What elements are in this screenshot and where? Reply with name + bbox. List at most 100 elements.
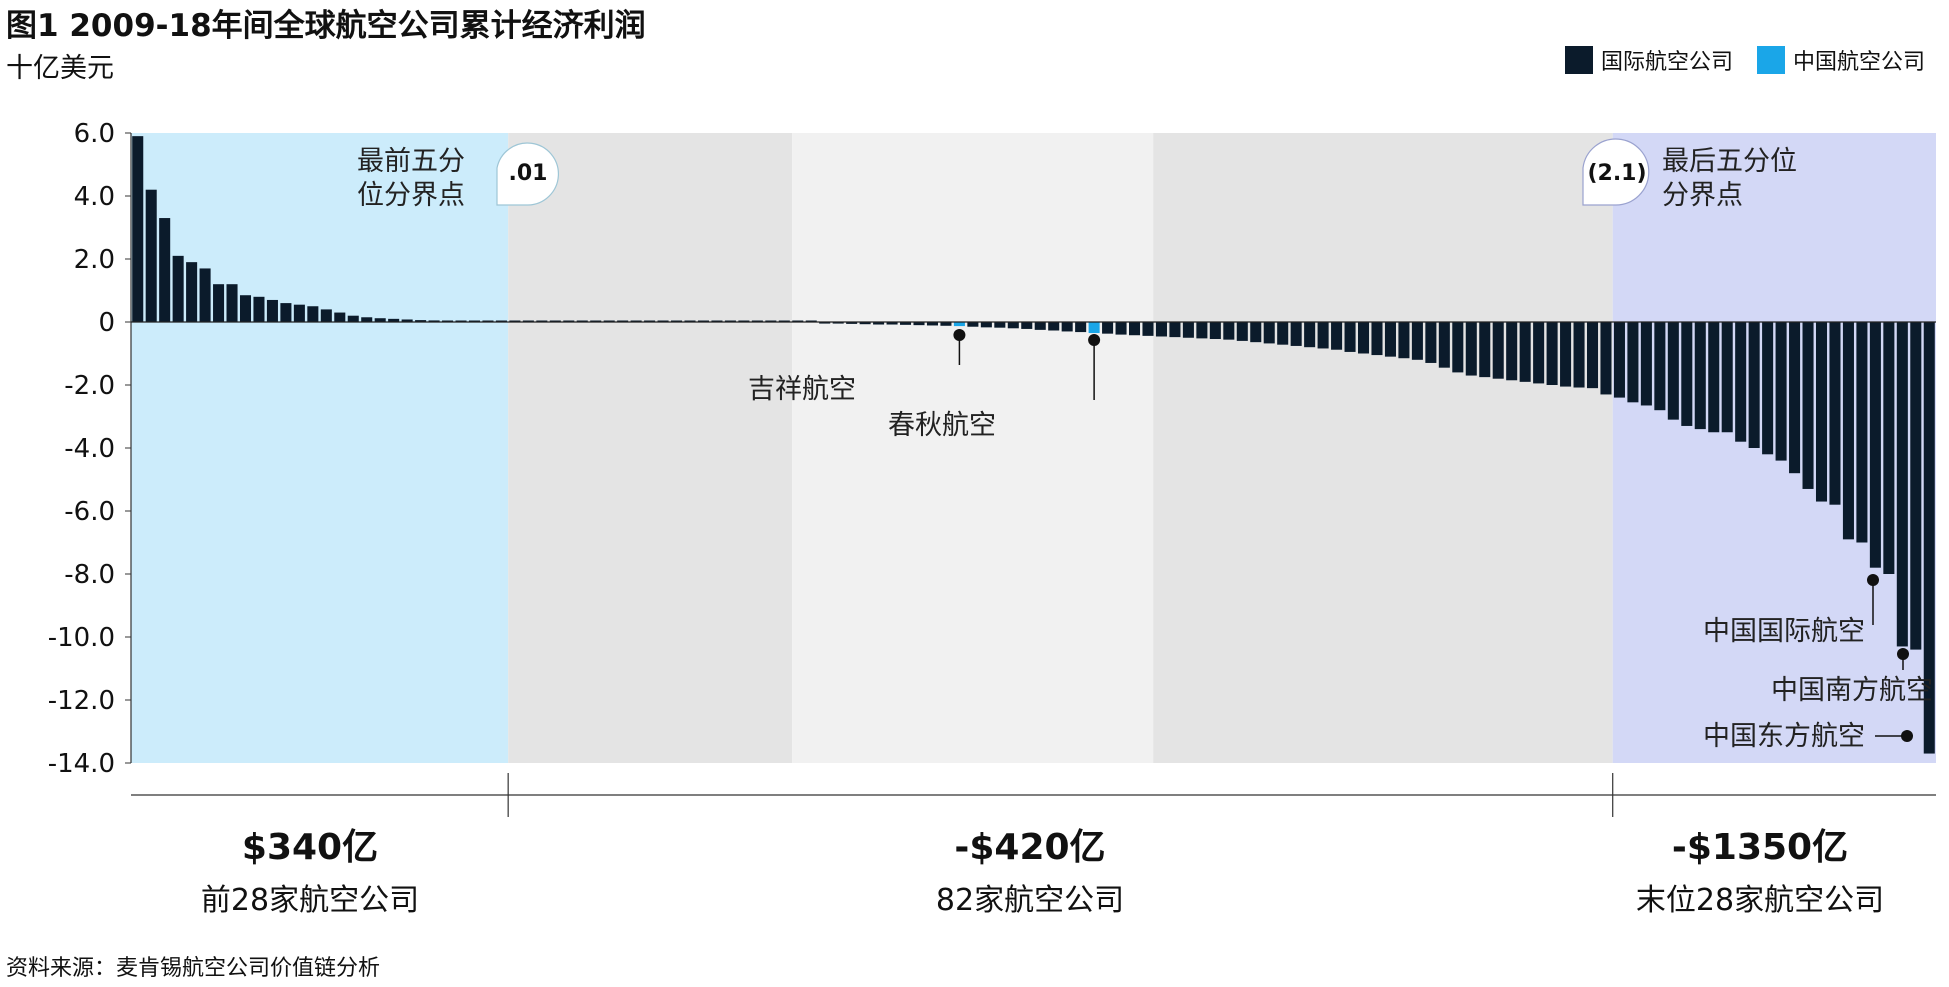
bar [388, 318, 400, 322]
y-tick-label: 2.0 [74, 245, 115, 275]
bar [1519, 322, 1531, 382]
legend-item-china: 中国航空公司 [1756, 44, 1925, 76]
bar [159, 218, 171, 322]
bar [1304, 322, 1316, 348]
bar [913, 322, 925, 326]
band-middle-2 [792, 133, 1154, 763]
bar [1452, 322, 1464, 373]
bar [1762, 322, 1774, 455]
bar [1075, 322, 1087, 333]
band-top-quintile [131, 133, 509, 763]
bar [1789, 322, 1801, 474]
bar [266, 299, 278, 322]
bar [1250, 322, 1262, 343]
bar [1856, 322, 1868, 543]
bar [657, 320, 669, 322]
bar [347, 315, 359, 322]
bar [644, 320, 656, 322]
bar [1290, 322, 1302, 346]
bar [522, 320, 534, 322]
bar [819, 322, 831, 324]
bar [1681, 322, 1693, 426]
segment-total-top: $340亿 [241, 827, 379, 868]
bar [873, 322, 885, 325]
bar [213, 284, 225, 322]
bar [886, 322, 898, 325]
bar [1223, 322, 1235, 340]
y-tick-label: -12.0 [48, 686, 115, 716]
bar [415, 320, 427, 322]
bar [145, 189, 157, 322]
bar [1829, 322, 1841, 505]
bar [1613, 322, 1625, 398]
bar [1492, 322, 1504, 379]
bar [1048, 322, 1060, 331]
bar [1357, 322, 1370, 354]
bar [293, 304, 305, 322]
bar [1007, 322, 1019, 329]
bar [199, 268, 211, 322]
bar [1182, 322, 1194, 338]
bar [1331, 322, 1343, 350]
bottom-quintile-bubble [1582, 138, 1650, 206]
callout-china-eastern-dot [1901, 730, 1913, 742]
page-title: 图1 2009-18年间全球航空公司累计经济利润 [6, 8, 646, 44]
bar [1398, 322, 1410, 359]
bar [926, 322, 938, 326]
bar [239, 295, 252, 322]
y-tick-label: -14.0 [48, 749, 115, 779]
bar [1815, 322, 1828, 502]
segment-label-bottom: 末位28家航空公司 [1635, 883, 1885, 918]
bar [361, 317, 373, 322]
bar [576, 320, 588, 322]
bar [1236, 322, 1248, 341]
bar [1842, 322, 1854, 540]
segment-label-top: 前28家航空公司 [200, 883, 420, 918]
bar [1142, 322, 1154, 336]
bar [1371, 322, 1383, 356]
callout-china-eastern-label: 中国东方航空 [1703, 721, 1865, 752]
bar [1129, 322, 1141, 336]
bar [738, 320, 750, 322]
bar [1169, 322, 1181, 338]
bar [1277, 322, 1289, 345]
bar [671, 320, 683, 322]
bar [1034, 322, 1046, 330]
bar [1910, 322, 1922, 650]
bar [832, 322, 844, 324]
bar [751, 320, 763, 322]
top-quintile-annotation: 位分界点 [357, 180, 465, 211]
legend-label-china: 中国航空公司 [1792, 50, 1925, 75]
bar [1654, 322, 1666, 411]
legend-swatch-china [1756, 46, 1785, 74]
y-tick-label: -4.0 [64, 434, 115, 464]
bar [1694, 322, 1706, 430]
bar [1560, 322, 1572, 387]
bar [1411, 322, 1423, 360]
bar [859, 322, 871, 325]
bar [590, 320, 602, 322]
bottom-quintile-value: (2.1) [1587, 161, 1646, 186]
bar [1802, 322, 1814, 489]
legend-item-international: 国际航空公司 [1564, 44, 1733, 76]
bar [1533, 322, 1545, 384]
legend: 国际航空公司 中国航空公司 [1551, 44, 1925, 76]
bar [603, 320, 615, 322]
y-tick-label: 6.0 [74, 119, 115, 149]
callout-spring-label: 春秋航空 [888, 410, 996, 441]
bar [994, 322, 1006, 328]
bar [1721, 322, 1733, 433]
bar [778, 320, 790, 322]
y-tick-label: -2.0 [64, 371, 115, 401]
bar [1088, 322, 1100, 334]
bar [1667, 322, 1679, 420]
bar [940, 322, 952, 326]
segment-label-middle: 82家航空公司 [935, 883, 1125, 918]
callout-juneyao-label: 吉祥航空 [748, 374, 856, 405]
bar [1479, 322, 1491, 378]
bar [307, 306, 319, 322]
bar [1344, 322, 1356, 352]
bar [1438, 322, 1450, 368]
bar [468, 320, 481, 322]
